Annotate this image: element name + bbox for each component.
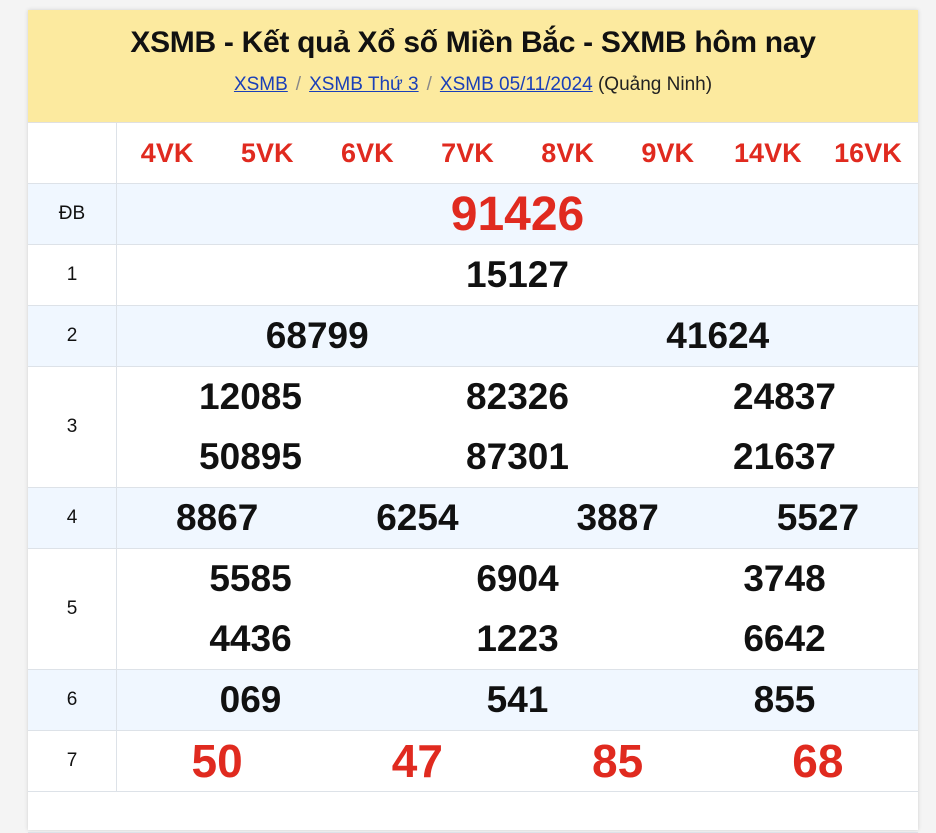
prize-number: 3748 [743,558,826,599]
prize-row-5: 5 5585 6904 3748 4436 1223 6642 [28,549,918,670]
prize-row-3: 3 12085 82326 24837 50895 87301 21637 [28,367,918,488]
prize-number: 1223 [476,618,559,659]
prize-number: 5527 [776,497,860,538]
prize-label: 6 [28,670,117,730]
prize-row-7: 7 50 47 85 68 [28,731,918,792]
prize-row-2: 2 68799 41624 [28,306,918,367]
prize-number: 50 [191,735,243,787]
prize-number: 3887 [576,497,659,538]
breadcrumb: XSMB / XSMB Thứ 3 / XSMB 05/11/2024 (Quảng N… [28,74,918,96]
code-14vk: 14VK [734,137,802,168]
prize-label: 7 [28,731,117,791]
code-9vk: 9VK [641,137,694,168]
page-title: XSMB - Kết quả Xổ số Miền Bắc - SXMB hôm… [130,26,816,59]
prize-number: 50895 [199,436,302,477]
prize-number: 87301 [466,436,569,477]
results-card: XSMB - Kết quả Xổ số Miền Bắc - SXMB hôm… [28,10,918,833]
prize-number: 8867 [175,497,259,538]
prize-number: 68799 [265,315,369,356]
prize-label: 4 [28,488,117,548]
prize-number: 6904 [476,558,559,599]
prize-label: 3 [28,367,117,487]
codes-row: 4VK 5VK 6VK 7VK 8VK 9VK 14VK 16VK [28,123,918,184]
code-8vk: 8VK [541,137,594,168]
breadcrumb-xsmb[interactable]: XSMB [233,74,288,95]
breadcrumb-separator: / [295,74,302,95]
breadcrumb-xsmb-date[interactable]: XSMB 05/11/2024 [439,74,593,95]
prize-label: ĐB [28,184,117,244]
prize-number: 6642 [743,618,826,659]
prize-number: 6254 [376,497,459,538]
prize-number: 541 [486,679,549,720]
results-table: 4VK 5VK 6VK 7VK 8VK 9VK 14VK 16VK ĐB 91426 1 15127… [28,123,918,833]
code-5vk: 5VK [240,137,294,168]
next-row [28,792,918,833]
header: XSMB - Kết quả Xổ số Miền Bắc - SXMB hôm… [28,10,918,123]
prize-number: 85 [592,735,644,787]
prize-number: 47 [391,735,443,787]
prize-number: 82326 [466,376,569,417]
prize-number: 4436 [209,618,292,659]
prize-label: 5 [28,549,117,669]
code-7vk: 7VK [441,137,494,168]
prize-row-1: 1 15127 [28,245,918,306]
prize-number: 91426 [450,187,585,241]
prize-number: 069 [219,679,282,720]
prize-number: 24837 [733,376,836,417]
breadcrumb-separator: / [426,74,432,95]
prize-label: 2 [28,306,117,366]
province: (Quảng Ninh) [597,74,713,95]
prize-number: 41624 [666,315,770,356]
prize-number: 5585 [209,558,292,599]
prize-number: 68 [792,735,844,787]
prize-number: 15127 [466,254,569,295]
code-16vk: 16VK [834,137,902,168]
prize-row-4: 4 8867 6254 3887 5527 [28,488,918,549]
prize-row-db: ĐB 91426 [28,184,918,245]
empty-label [28,123,117,183]
prize-number: 12085 [199,376,302,417]
prize-label: 1 [28,245,117,305]
prize-number: 21637 [733,436,836,477]
prize-row-6: 6 069 541 855 [28,670,918,731]
code-6vk: 6VK [341,137,394,168]
prize-number: 855 [753,679,816,720]
breadcrumb-xsmb-thu3[interactable]: XSMB Thứ 3 [309,74,419,95]
code-4vk: 4VK [140,137,194,168]
